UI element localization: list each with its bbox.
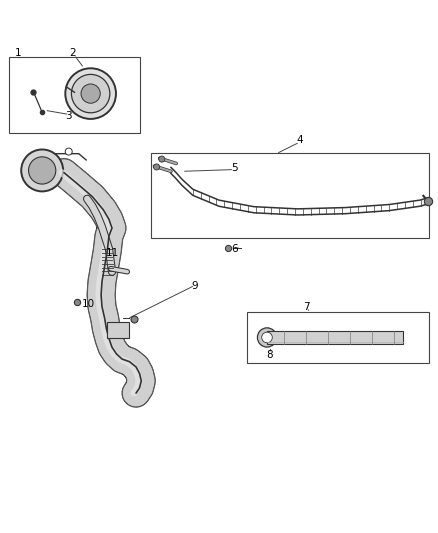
Text: 10: 10 xyxy=(81,298,95,309)
Circle shape xyxy=(159,156,165,162)
Text: 11: 11 xyxy=(106,248,119,259)
Circle shape xyxy=(262,332,272,343)
Circle shape xyxy=(71,75,110,113)
Text: 5: 5 xyxy=(231,163,237,173)
Bar xyxy=(107,322,129,338)
Text: 4: 4 xyxy=(297,135,303,145)
Circle shape xyxy=(65,68,116,119)
Circle shape xyxy=(81,84,100,103)
Text: 7: 7 xyxy=(303,302,310,312)
Bar xyxy=(10,57,141,133)
Text: 3: 3 xyxy=(65,111,72,121)
Circle shape xyxy=(153,164,159,170)
Bar xyxy=(247,312,428,362)
Text: 2: 2 xyxy=(69,47,76,58)
Text: 1: 1 xyxy=(15,47,21,58)
Circle shape xyxy=(28,157,56,184)
Text: 8: 8 xyxy=(266,350,272,360)
Circle shape xyxy=(21,149,63,191)
Bar xyxy=(267,331,403,344)
Text: 9: 9 xyxy=(192,281,198,291)
Text: 6: 6 xyxy=(231,244,237,254)
Circle shape xyxy=(258,328,277,347)
Bar xyxy=(151,153,428,238)
Circle shape xyxy=(65,148,72,155)
